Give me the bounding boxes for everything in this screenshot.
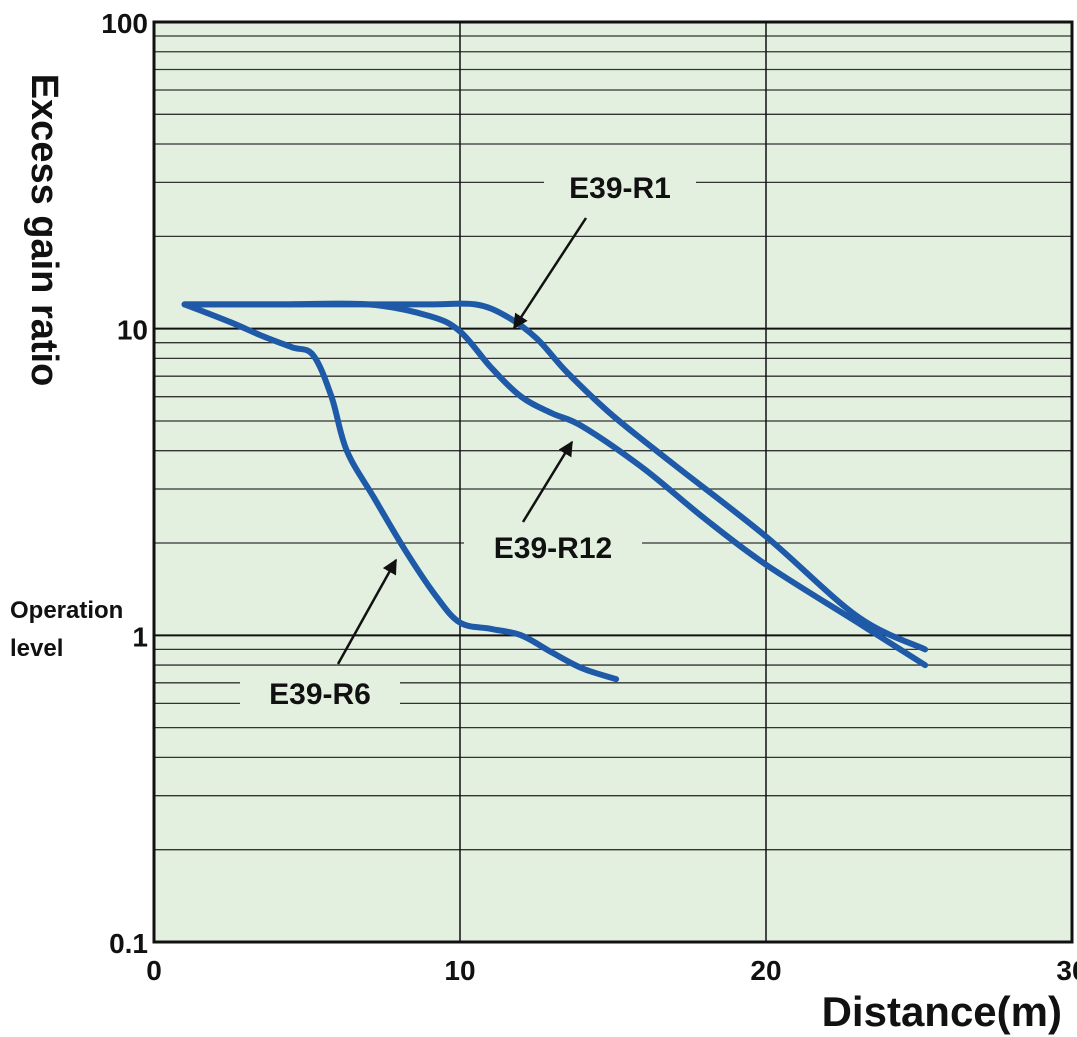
y-axis-label: Excess gain ratio	[23, 74, 65, 387]
series-label-e39-r1: E39-R1	[569, 172, 671, 205]
series-label-bg-e39-r1	[544, 168, 696, 210]
series-label-bg-e39-r12	[464, 528, 642, 570]
series-layer	[181, 300, 929, 683]
x-axis-label: Distance(m)	[822, 988, 1062, 1035]
grid-major	[154, 22, 1072, 942]
operation-level-label-line2: level	[10, 635, 63, 662]
x-tick-label: 20	[750, 955, 781, 986]
y-tick-label: 10	[117, 315, 148, 346]
leader-arrow-e39-r12	[521, 440, 574, 523]
y-tick-label: 0.1	[109, 928, 148, 959]
leader-arrow-e39-r1	[512, 217, 588, 330]
series-label-bg-e39-r6	[240, 674, 400, 716]
plot-frame	[152, 20, 1074, 944]
series-line-e39-r6	[181, 301, 620, 683]
x-tick-label: 0	[146, 955, 162, 986]
plot-area	[154, 22, 1072, 942]
series-label-e39-r6: E39-R6	[269, 678, 371, 711]
y-tick-label: 100	[101, 8, 148, 39]
x-tick-label: 30	[1056, 955, 1077, 986]
tick-layer: 0 10 20 30 0.1 1 10 100	[101, 8, 1077, 986]
series-line-e39-r12	[181, 300, 929, 669]
y-tick-label: 1	[132, 621, 148, 652]
operation-level-label-line1: Operation	[10, 597, 123, 624]
leader-arrow-e39-r6	[336, 558, 398, 665]
x-tick-label: 10	[444, 955, 475, 986]
label-layer: E39-R1 E39-R12 E39-R6	[240, 168, 696, 716]
series-label-e39-r12: E39-R12	[494, 532, 612, 565]
